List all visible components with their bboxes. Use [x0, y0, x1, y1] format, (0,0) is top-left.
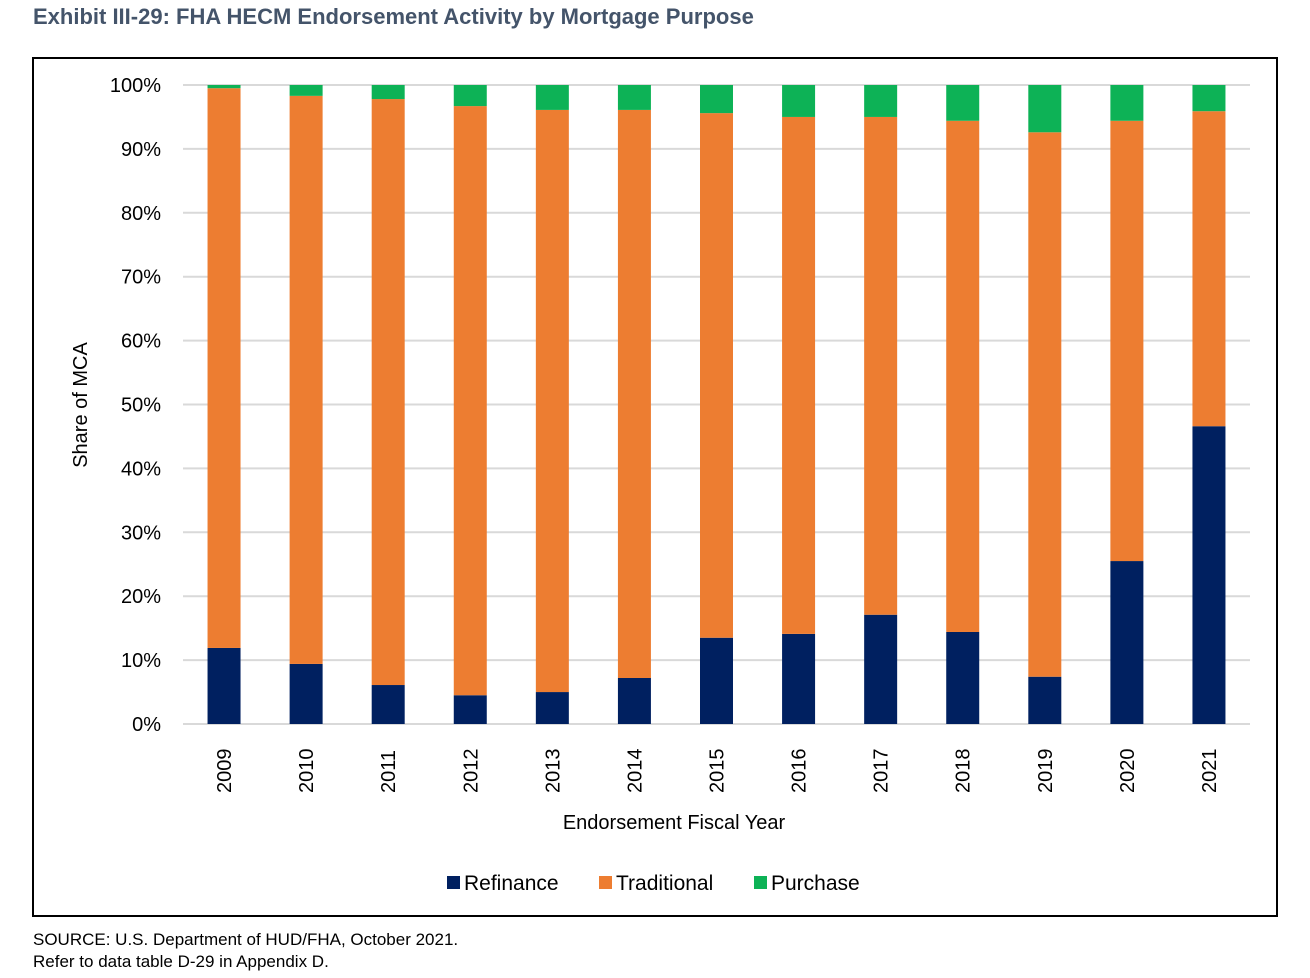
bar-traditional-2014 — [617, 109, 651, 678]
bar-stack-2013 — [535, 85, 569, 724]
bar-purchase-2019 — [1028, 85, 1062, 133]
legend-swatch — [447, 876, 460, 889]
y-tick-label: 30% — [121, 522, 161, 544]
y-tick-label: 50% — [121, 395, 161, 417]
bar-refinance-2010 — [289, 663, 323, 724]
bar-traditional-2018 — [946, 120, 980, 632]
bar-stack-2010 — [289, 85, 323, 724]
bar-purchase-2016 — [782, 85, 816, 117]
bar-purchase-2018 — [946, 85, 980, 121]
bar-refinance-2014 — [617, 677, 651, 724]
x-axis-ticks: 2009 2010 2011 2012 2013 2014 2015 2016 2017 2018… — [214, 749, 1221, 794]
bar-traditional-2012 — [453, 106, 487, 696]
bar-refinance-2015 — [700, 637, 733, 724]
x-tick-label: 2018 — [953, 749, 975, 794]
source-line: SOURCE: U.S. Department of HUD/FHA, Octo… — [33, 930, 459, 949]
x-tick-label: 2020 — [1117, 749, 1139, 794]
bar-traditional-2009 — [207, 88, 241, 648]
bar-purchase-2015 — [700, 85, 733, 114]
source-note: SOURCE: U.S. Department of HUD/FHA, Octo… — [33, 929, 458, 973]
bar-refinance-2013 — [535, 692, 569, 724]
bar-stack-2020 — [1110, 85, 1144, 724]
bar-traditional-2016 — [782, 116, 816, 634]
x-tick-label: 2011 — [378, 750, 400, 793]
bar-traditional-2010 — [289, 95, 323, 664]
y-tick-label: 40% — [121, 458, 161, 480]
y-axis-ticks: 0% 10% 20% 30% 40% 50% 60% 70% 80% 90% 100% — [110, 75, 161, 736]
y-tick-label: 100% — [110, 75, 161, 97]
bar-purchase-2017 — [864, 85, 898, 117]
bar-stack-2009 — [207, 85, 241, 724]
x-tick-label: 2009 — [214, 749, 236, 794]
y-axis-label: Share of MCA — [70, 342, 92, 468]
bar-purchase-2012 — [453, 85, 487, 107]
x-tick-label: 2013 — [542, 749, 564, 794]
y-tick-label: 10% — [121, 650, 161, 672]
legend-label: Refinance — [464, 872, 559, 895]
bar-purchase-2014 — [617, 85, 651, 110]
legend-label: Traditional — [616, 872, 713, 895]
legend-item-purchase: Purchase — [754, 872, 860, 895]
bar-refinance-2011 — [371, 685, 405, 724]
bar-stack-2017 — [864, 85, 898, 724]
y-tick-label: 70% — [121, 267, 161, 289]
x-tick-label: 2015 — [707, 749, 729, 794]
bar-stack-2018 — [946, 85, 980, 724]
x-tick-label: 2012 — [460, 749, 482, 794]
bar-stack-2011 — [371, 85, 405, 724]
legend: Refinance Traditional Purchase — [447, 872, 860, 895]
x-tick-label: 2014 — [624, 749, 646, 794]
bar-traditional-2021 — [1192, 111, 1226, 427]
legend-swatch — [754, 876, 767, 889]
bar-traditional-2011 — [371, 99, 405, 686]
bars — [207, 85, 1226, 724]
x-axis-label: Endorsement Fiscal Year — [563, 812, 786, 834]
y-tick-label: 90% — [121, 139, 161, 161]
bar-stack-2015 — [700, 85, 733, 724]
bar-traditional-2015 — [700, 113, 733, 638]
bar-purchase-2010 — [289, 85, 323, 96]
bar-purchase-2013 — [535, 85, 569, 110]
x-tick-label: 2017 — [871, 749, 893, 794]
source-line: Refer to data table D-29 in Appendix D. — [33, 952, 329, 971]
bar-traditional-2017 — [864, 116, 898, 615]
bar-traditional-2019 — [1028, 132, 1062, 677]
bar-purchase-2011 — [371, 85, 405, 100]
legend-item-refinance: Refinance — [447, 872, 559, 895]
y-tick-label: 20% — [121, 586, 161, 608]
bar-refinance-2020 — [1110, 561, 1144, 724]
bar-refinance-2016 — [782, 633, 816, 724]
bar-purchase-2009 — [207, 85, 241, 89]
chart-frame — [32, 57, 1278, 917]
bar-purchase-2020 — [1110, 85, 1144, 121]
x-tick-label: 2010 — [296, 749, 318, 794]
x-tick-label: 2019 — [1035, 749, 1057, 794]
y-tick-label: 60% — [121, 331, 161, 353]
bar-stack-2014 — [617, 85, 651, 724]
bar-refinance-2021 — [1192, 426, 1226, 724]
bar-refinance-2019 — [1028, 676, 1062, 724]
bar-traditional-2020 — [1110, 120, 1144, 562]
y-tick-label: 0% — [132, 714, 161, 736]
legend-label: Purchase — [771, 872, 860, 895]
bar-refinance-2012 — [453, 695, 487, 724]
bar-refinance-2018 — [946, 631, 980, 724]
x-tick-label: 2016 — [789, 749, 811, 794]
bar-stack-2012 — [453, 85, 487, 724]
x-tick-label: 2021 — [1199, 749, 1221, 794]
bar-purchase-2021 — [1192, 85, 1226, 112]
bar-stack-2016 — [782, 85, 816, 724]
bar-refinance-2017 — [864, 614, 898, 724]
bar-traditional-2013 — [535, 109, 569, 693]
bar-refinance-2009 — [207, 647, 241, 724]
y-tick-label: 80% — [121, 203, 161, 225]
legend-swatch — [599, 876, 612, 889]
bar-stack-2019 — [1028, 85, 1062, 724]
chart-title: Exhibit III-29: FHA HECM Endorsement Act… — [33, 4, 754, 29]
bar-stack-2021 — [1192, 85, 1226, 724]
legend-item-traditional: Traditional — [599, 872, 713, 895]
